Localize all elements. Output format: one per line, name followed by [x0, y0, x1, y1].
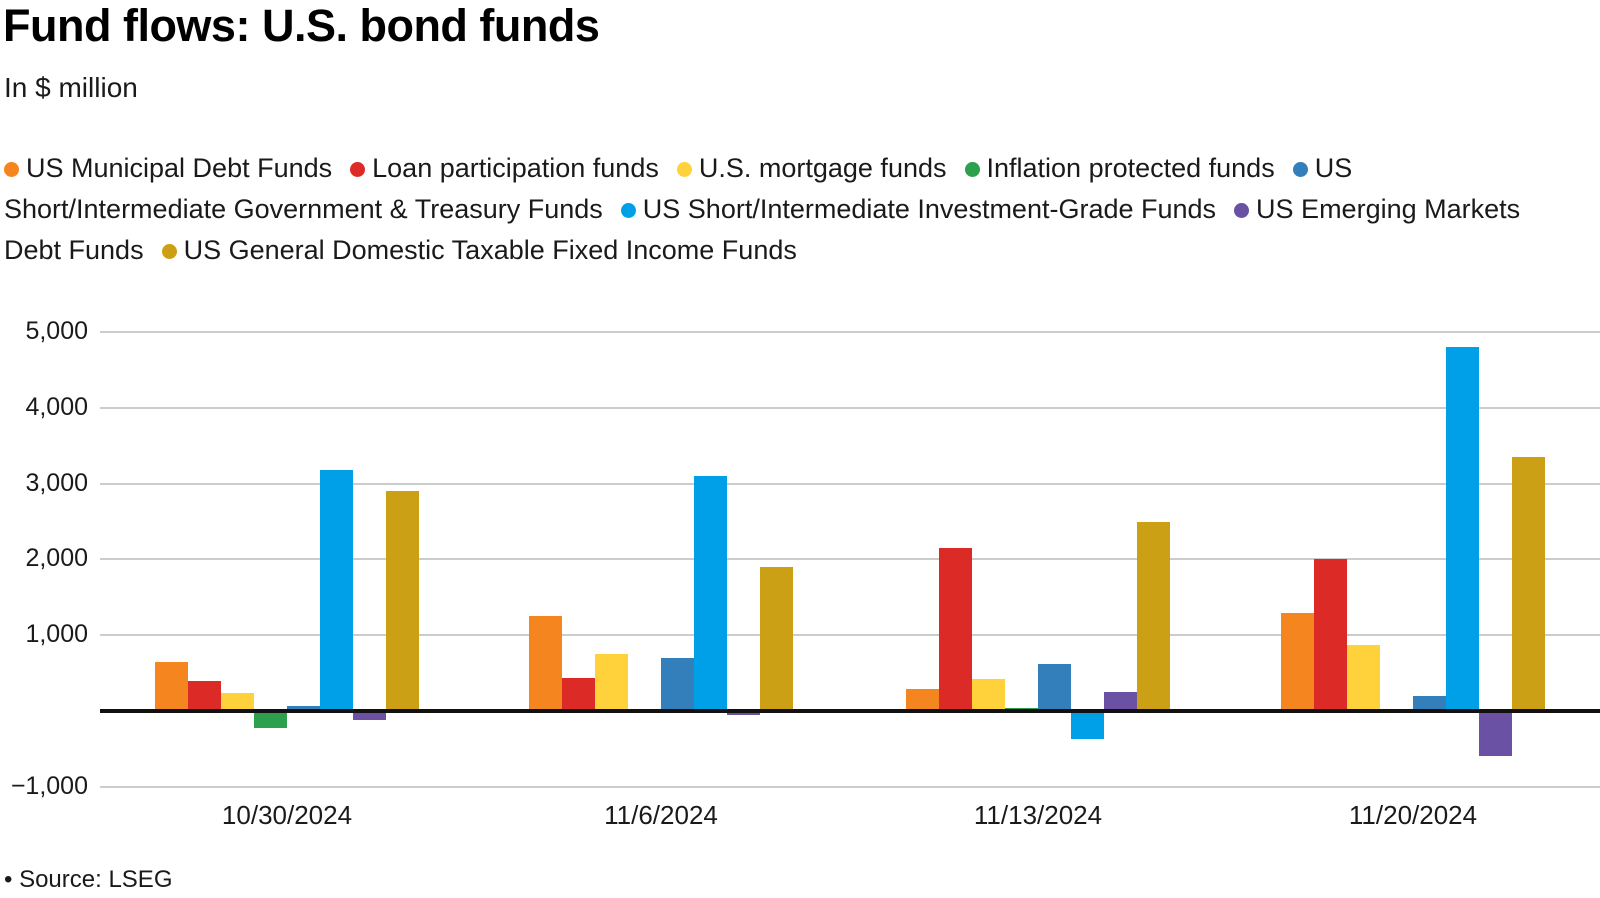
bar	[1281, 613, 1314, 711]
bar	[287, 705, 320, 711]
bar	[1071, 711, 1104, 740]
legend-dot-icon	[161, 244, 177, 259]
legend-label: U.S. mortgage funds	[698, 153, 947, 183]
legend-item: Inflation protected funds	[953, 153, 1275, 183]
source-note: • Source: LSEG	[4, 866, 173, 893]
legend-dot-icon	[350, 162, 366, 177]
legend-item: US General Domestic Taxable Fixed Income…	[150, 235, 797, 265]
chart-title: Fund flows: U.S. bond funds	[3, 0, 600, 51]
legend-label: Loan participation funds	[372, 153, 659, 183]
legend-label: US Short/Intermediate Government & Treas…	[4, 153, 1353, 224]
bar	[529, 616, 562, 711]
legend-label: US Emerging Markets Debt Funds	[4, 194, 1521, 265]
bar	[562, 678, 595, 711]
legend-item: US Short/Intermediate Investment-Grade F…	[609, 194, 1216, 224]
bar	[595, 654, 628, 711]
legend-label: US Municipal Debt Funds	[26, 153, 333, 183]
bar	[221, 692, 254, 711]
y-axis-tick-label: 4,000	[25, 392, 88, 421]
bar	[939, 548, 972, 711]
y-axis-tick-label: 5,000	[25, 317, 88, 345]
bar	[353, 711, 386, 721]
bar	[1038, 664, 1071, 711]
bar	[1512, 457, 1545, 711]
bar	[972, 679, 1005, 711]
y-axis-tick-label: 2,000	[25, 544, 88, 573]
zero-axis-line	[100, 709, 1600, 713]
legend-dot-icon	[1234, 203, 1250, 218]
y-axis-tick-label: −1,000	[10, 771, 88, 800]
bar	[1446, 347, 1479, 711]
legend-dot-icon	[620, 203, 636, 218]
gridline	[100, 634, 1600, 637]
bar	[254, 711, 287, 728]
x-axis-tick-label: 10/30/2024	[221, 800, 353, 830]
x-axis-tick-label: 11/13/2024	[973, 800, 1103, 830]
legend-dot-icon	[1292, 162, 1308, 177]
bar	[661, 657, 694, 711]
y-axis-tick-label: 1,000	[25, 620, 88, 649]
bar	[386, 491, 419, 711]
bar	[1137, 521, 1170, 711]
x-axis-tick-label: 11/20/2024	[1348, 800, 1478, 830]
bar	[906, 689, 939, 711]
chart-subtitle: In $ million	[4, 72, 138, 103]
bar	[1104, 692, 1137, 711]
legend-dot-icon	[964, 162, 980, 177]
legend-dot-icon	[4, 162, 19, 177]
legend-item: Loan participation funds	[338, 153, 659, 183]
x-axis-tick-label: 11/6/2024	[604, 800, 718, 830]
legend-item: US Short/Intermediate Government & Treas…	[4, 153, 1352, 224]
legend-dot-icon	[676, 162, 692, 177]
legend-label: US Short/Intermediate Investment-Grade F…	[642, 194, 1217, 224]
gridline	[100, 482, 1600, 485]
legend-label: Inflation protected funds	[986, 153, 1275, 183]
bar	[1314, 559, 1347, 711]
chart-legend: US Municipal Debt Funds Loan participatio…	[4, 148, 1564, 271]
bar	[320, 469, 353, 711]
gridline	[100, 406, 1600, 409]
gridline	[100, 558, 1600, 561]
legend-item: US Municipal Debt Funds	[4, 153, 332, 183]
bar	[188, 681, 221, 711]
bar	[694, 476, 727, 711]
bar	[155, 661, 188, 711]
bar	[1347, 645, 1380, 711]
legend-item: U.S. mortgage funds	[665, 153, 947, 183]
gridline	[100, 331, 1600, 333]
bar	[1479, 711, 1512, 756]
legend-label: US General Domestic Taxable Fixed Income…	[183, 235, 797, 265]
bar	[760, 566, 793, 711]
bar	[1413, 695, 1446, 711]
y-axis-tick-label: 3,000	[25, 468, 88, 497]
legend-item: US Emerging Markets Debt Funds	[4, 194, 1520, 265]
gridline	[100, 785, 1600, 788]
